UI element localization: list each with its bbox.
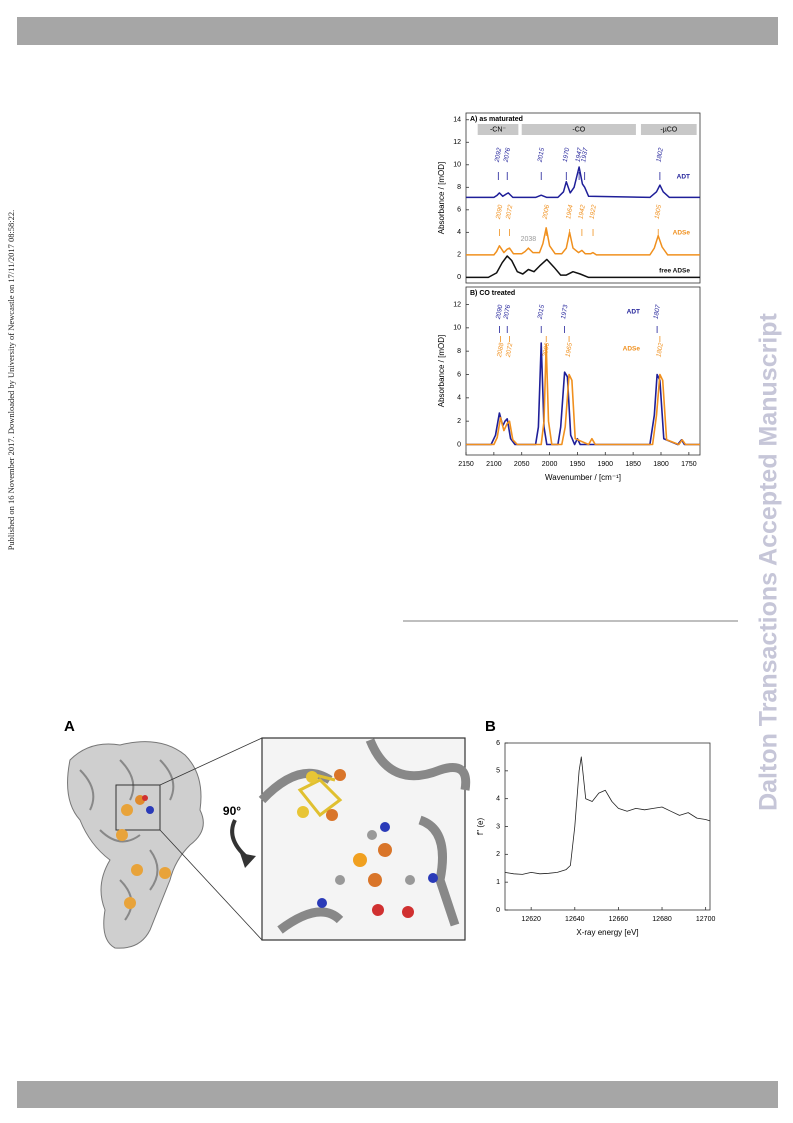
group-band	[640, 124, 697, 135]
x-tick-label: 2150	[458, 461, 474, 468]
group-label: -µCO	[660, 126, 677, 133]
y-axis-label: f'' (e)	[476, 818, 485, 836]
peak-label: 2088	[496, 342, 506, 359]
series-label: ADT	[627, 309, 640, 316]
peak-label: 1970	[562, 147, 571, 163]
y-tick-label: 2	[496, 851, 500, 858]
series-label: free ADSe	[659, 268, 690, 275]
x-tick-label: 1850	[625, 461, 641, 468]
spectrum-line	[466, 255, 700, 279]
peak-label: 1964	[565, 204, 574, 220]
spectrum-line	[466, 343, 700, 446]
peak-label: 2090	[495, 304, 505, 321]
x-axis-label: X-ray energy [eV]	[576, 928, 638, 937]
x-tick-label: 2100	[486, 461, 502, 468]
y-tick-label: 10	[453, 162, 461, 169]
y-tick-label: 8	[457, 184, 461, 191]
download-note: Published on 16 November 2017. Downloade…	[6, 210, 16, 551]
panel-title: A) as maturated	[470, 116, 523, 123]
header-bar	[17, 17, 778, 45]
footer-bar	[17, 1081, 778, 1108]
peak-label: 2038	[521, 236, 537, 243]
peak-label: 2072	[505, 204, 515, 221]
y-tick-label: 10	[453, 325, 461, 332]
peak-label: 2006	[542, 342, 552, 359]
watermark: Dalton Transactions Accepted Manuscript	[755, 312, 783, 810]
y-tick-label: 5	[496, 768, 500, 775]
y-tick-label: 14	[453, 117, 461, 124]
peak-label: 1937	[580, 147, 589, 163]
peak-label: 1973	[560, 304, 569, 320]
x-tick-label: 12640	[565, 916, 585, 923]
peak-label: 2015	[537, 147, 547, 164]
spectrum-line	[466, 227, 700, 256]
panel-label: B	[485, 718, 496, 735]
y-tick-label: 6	[496, 740, 500, 747]
series-label: ADT	[677, 174, 690, 181]
plot-frame	[504, 742, 711, 911]
y-tick-label: 8	[457, 348, 461, 355]
plot-frame	[465, 286, 701, 456]
peak-label: 1807	[653, 304, 662, 320]
y-tick-label: 2	[457, 252, 461, 259]
x-tick-label: 12620	[521, 916, 541, 923]
series-label: ADSe	[623, 346, 641, 353]
peak-label: 2006	[542, 204, 552, 221]
peak-label: 2092	[494, 147, 504, 164]
group-band	[521, 124, 636, 135]
x-axis-label: Wavenumber / [cm⁻¹]	[545, 473, 621, 482]
y-tick-label: 12	[453, 139, 461, 146]
x-tick-label: 1950	[570, 461, 586, 468]
y-tick-label: 2	[457, 418, 461, 425]
y-tick-label: 3	[496, 823, 500, 830]
peak-label: 2015	[537, 304, 547, 321]
y-tick-label: 12	[453, 301, 461, 308]
y-axis-label: Absorbance / [mOD]	[437, 335, 446, 407]
x-tick-label: 1900	[597, 461, 613, 468]
peak-label: 1802	[655, 342, 664, 358]
group-label: -CN⁻	[490, 126, 506, 133]
peak-label: 2090	[495, 204, 505, 221]
y-tick-label: 1	[496, 879, 500, 886]
peak-label: 1802	[655, 147, 664, 163]
y-tick-label: 0	[496, 907, 500, 914]
peak-label: 1942	[577, 204, 586, 220]
y-tick-label: 0	[457, 441, 461, 448]
y-tick-label: 0	[457, 274, 461, 281]
group-band	[477, 124, 519, 135]
spectrum-line	[504, 756, 711, 875]
y-tick-label: 6	[457, 207, 461, 214]
spectrum-line	[466, 166, 700, 199]
x-tick-label: 12700	[696, 916, 716, 923]
peak-label: 1922	[589, 204, 598, 220]
peak-label: 1947	[575, 147, 584, 163]
x-tick-label: 2000	[542, 461, 558, 468]
panel-title: B) CO treated	[470, 290, 515, 297]
y-tick-label: 4	[457, 395, 461, 402]
panel-label: A	[64, 718, 75, 735]
series-label: ADSe	[673, 230, 691, 237]
y-tick-label: 6	[457, 371, 461, 378]
x-tick-label: 12660	[609, 916, 629, 923]
y-tick-label: 4	[457, 229, 461, 236]
group-label: -CO	[572, 126, 585, 133]
protein-illustration	[67, 737, 471, 949]
x-tick-label: 12680	[652, 916, 672, 923]
peak-label: 2076	[503, 147, 513, 164]
peak-label: 1805	[654, 204, 663, 220]
x-tick-label: 1800	[653, 461, 669, 468]
y-tick-label: 4	[496, 796, 500, 803]
plot-frame	[465, 112, 701, 284]
peak-label: 1965	[565, 342, 574, 358]
x-tick-label: 1750	[681, 461, 697, 468]
rotation-label: 90°	[223, 804, 241, 818]
peak-label: 2076	[503, 304, 513, 321]
y-axis-label: Absorbance / [mOD]	[437, 162, 446, 234]
x-tick-label: 2050	[514, 461, 530, 468]
peak-label: 2072	[505, 342, 515, 359]
